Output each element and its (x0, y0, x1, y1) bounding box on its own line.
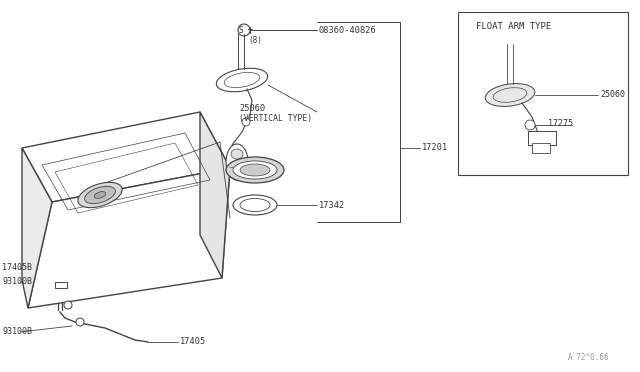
Text: 17275: 17275 (548, 119, 573, 128)
Circle shape (76, 318, 84, 326)
Text: S: S (239, 26, 243, 35)
Ellipse shape (485, 84, 535, 106)
Polygon shape (200, 112, 230, 278)
Text: FLOAT ARM TYPE: FLOAT ARM TYPE (476, 22, 551, 31)
Text: 93100B: 93100B (2, 327, 32, 337)
Text: 17342: 17342 (319, 201, 345, 209)
Ellipse shape (233, 161, 277, 179)
Ellipse shape (84, 186, 115, 204)
Polygon shape (30, 168, 230, 302)
Ellipse shape (233, 195, 277, 215)
Text: 25060: 25060 (239, 103, 265, 112)
Text: 93100B: 93100B (2, 278, 32, 286)
Text: (VERTICAL TYPE): (VERTICAL TYPE) (239, 113, 312, 122)
Polygon shape (22, 112, 230, 202)
Polygon shape (22, 148, 52, 302)
Bar (458, 12, 628, 175)
Text: 17405: 17405 (180, 337, 206, 346)
Text: 25060: 25060 (600, 90, 625, 99)
Text: 08360-40826: 08360-40826 (319, 26, 377, 35)
Circle shape (64, 301, 72, 309)
Ellipse shape (78, 182, 122, 208)
Circle shape (525, 120, 535, 130)
Ellipse shape (231, 149, 243, 159)
Ellipse shape (240, 199, 270, 212)
Polygon shape (28, 168, 230, 308)
Ellipse shape (216, 68, 268, 92)
Bar (532, 143, 550, 153)
Circle shape (242, 118, 250, 126)
Text: (8): (8) (248, 35, 262, 45)
Bar (528, 131, 556, 145)
Ellipse shape (226, 144, 248, 180)
Polygon shape (22, 148, 52, 308)
Ellipse shape (226, 157, 284, 183)
Text: A'72^0.66: A'72^0.66 (568, 353, 610, 362)
Bar (55, 282, 67, 288)
Ellipse shape (240, 164, 270, 176)
Ellipse shape (94, 192, 106, 198)
Text: 17405B: 17405B (2, 263, 32, 273)
Text: 17201: 17201 (422, 142, 448, 151)
